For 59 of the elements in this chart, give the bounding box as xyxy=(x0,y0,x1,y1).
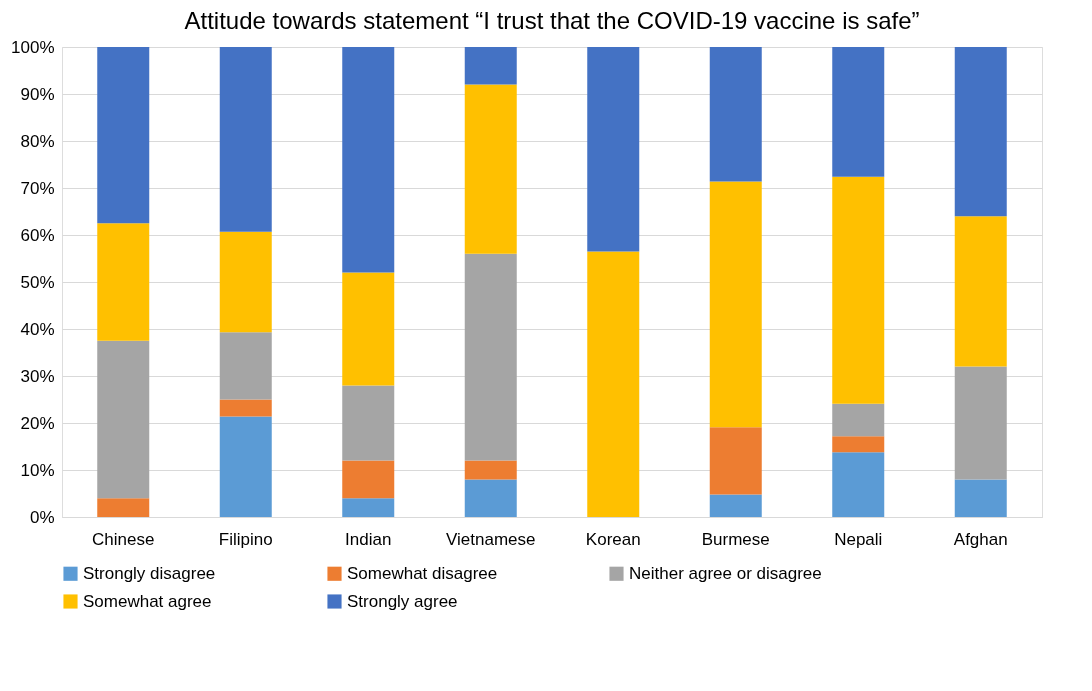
chart-title: Attitude towards statement “I trust that the COVID-19 vaccine is safe” xyxy=(184,7,920,34)
bar xyxy=(464,47,517,85)
x-tick-label: Vietnamese xyxy=(446,529,536,549)
y-tick-label: 90% xyxy=(20,84,55,104)
legend-label: Somewhat disagree xyxy=(347,563,498,583)
legend-label: Somewhat agree xyxy=(83,591,212,611)
bar xyxy=(709,181,762,428)
bar xyxy=(464,479,517,517)
bar xyxy=(219,332,272,400)
bar xyxy=(97,498,150,517)
bar xyxy=(709,494,762,517)
y-tick-label: 40% xyxy=(20,319,55,339)
bar xyxy=(342,47,395,273)
bar xyxy=(219,47,272,232)
bar xyxy=(464,253,517,461)
x-tick-label: Afghan xyxy=(953,529,1008,549)
x-tick-label: Filipino xyxy=(218,529,273,549)
bar xyxy=(97,340,150,499)
y-tick-label: 20% xyxy=(20,413,55,433)
bar xyxy=(97,223,150,341)
bar xyxy=(954,479,1007,517)
bar xyxy=(587,47,640,252)
bar xyxy=(832,47,885,177)
bar xyxy=(219,231,272,333)
y-tick-label: 0% xyxy=(29,507,55,527)
x-tick-label: Korean xyxy=(585,529,641,549)
bar xyxy=(342,272,395,386)
legend-label: Neither agree or disagree xyxy=(629,563,822,583)
y-tick-label: 50% xyxy=(20,272,55,292)
x-tick-label: Indian xyxy=(345,529,392,549)
bar xyxy=(832,176,885,404)
bar xyxy=(342,498,395,517)
bar xyxy=(832,403,885,437)
bar xyxy=(832,436,885,453)
bar xyxy=(97,47,150,224)
bar xyxy=(219,399,272,417)
bar xyxy=(464,84,517,254)
bar xyxy=(342,460,395,499)
bar xyxy=(709,47,762,182)
x-tick-label: Nepali xyxy=(834,529,883,549)
bar xyxy=(832,452,885,517)
y-tick-label: 30% xyxy=(20,366,55,386)
x-tick-label: Burmese xyxy=(701,529,770,549)
y-tick-label: 100% xyxy=(11,37,55,57)
y-tick-label: 70% xyxy=(20,178,55,198)
x-tick-label: Chinese xyxy=(92,529,155,549)
bar xyxy=(219,416,272,517)
y-tick-label: 60% xyxy=(20,225,55,245)
bar xyxy=(464,460,517,480)
bar xyxy=(954,366,1007,480)
legend-label: Strongly disagree xyxy=(83,563,216,583)
bar xyxy=(342,385,395,461)
y-tick-label: 10% xyxy=(20,460,55,480)
legend-label: Strongly agree xyxy=(347,591,458,611)
bar xyxy=(587,251,640,517)
bar xyxy=(954,47,1007,217)
bar xyxy=(954,216,1007,367)
y-tick-label: 80% xyxy=(20,131,55,151)
bar xyxy=(709,427,762,495)
